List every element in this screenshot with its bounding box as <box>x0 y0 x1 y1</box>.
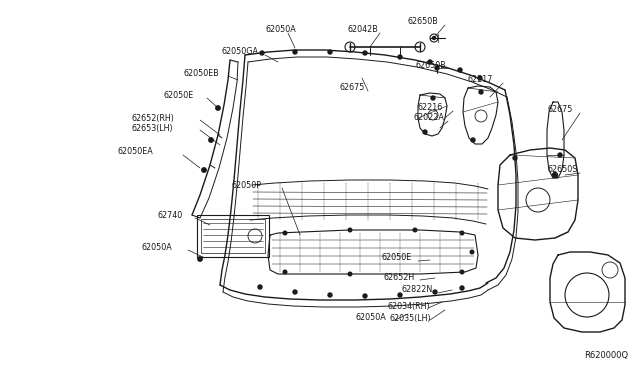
Text: 62652(RH): 62652(RH) <box>132 113 175 122</box>
Circle shape <box>209 138 213 142</box>
Circle shape <box>216 106 220 110</box>
Text: 62050P: 62050P <box>232 180 262 189</box>
Text: 62050EB: 62050EB <box>183 68 219 77</box>
Circle shape <box>552 173 557 177</box>
Circle shape <box>433 36 435 39</box>
Text: 62035(LH): 62035(LH) <box>390 314 431 323</box>
Circle shape <box>283 270 287 274</box>
Text: 62675: 62675 <box>548 106 573 115</box>
Text: 62650B: 62650B <box>415 61 445 70</box>
Circle shape <box>328 293 332 297</box>
Text: 62042B: 62042B <box>348 26 379 35</box>
Text: 62216: 62216 <box>418 103 444 112</box>
Circle shape <box>202 168 206 172</box>
Circle shape <box>293 50 297 54</box>
Text: 62050GA: 62050GA <box>222 48 259 57</box>
Circle shape <box>460 286 464 290</box>
Circle shape <box>435 66 439 70</box>
Text: 62675: 62675 <box>340 83 365 93</box>
Text: 62650B: 62650B <box>408 17 439 26</box>
Text: 62034(RH): 62034(RH) <box>388 301 431 311</box>
Circle shape <box>433 290 437 294</box>
Circle shape <box>460 231 464 235</box>
Text: 62050EA: 62050EA <box>118 148 154 157</box>
Text: 62050E: 62050E <box>163 90 193 99</box>
Circle shape <box>471 138 475 142</box>
Circle shape <box>431 96 435 100</box>
Text: 62652H: 62652H <box>384 273 415 282</box>
Text: 62050E: 62050E <box>382 253 412 263</box>
Circle shape <box>293 290 297 294</box>
Circle shape <box>348 272 352 276</box>
Text: 62650S: 62650S <box>548 166 579 174</box>
Circle shape <box>328 50 332 54</box>
Text: 62050A: 62050A <box>355 314 386 323</box>
Circle shape <box>198 257 202 261</box>
Circle shape <box>398 293 402 297</box>
Bar <box>201 219 265 253</box>
Text: 62653(LH): 62653(LH) <box>132 124 173 132</box>
Circle shape <box>478 76 482 80</box>
Circle shape <box>398 55 402 59</box>
Circle shape <box>479 90 483 94</box>
Circle shape <box>428 60 432 64</box>
Circle shape <box>363 294 367 298</box>
Circle shape <box>260 51 264 55</box>
Circle shape <box>458 68 462 72</box>
Circle shape <box>413 228 417 232</box>
Circle shape <box>460 270 464 274</box>
Circle shape <box>363 51 367 55</box>
Circle shape <box>283 231 287 235</box>
Circle shape <box>513 156 517 160</box>
Circle shape <box>423 130 427 134</box>
Text: 62822N: 62822N <box>402 285 433 295</box>
Circle shape <box>558 153 562 157</box>
Text: 62217: 62217 <box>468 76 493 84</box>
Circle shape <box>470 250 474 254</box>
Circle shape <box>258 285 262 289</box>
Text: 62740: 62740 <box>158 211 183 219</box>
Text: 62050A: 62050A <box>265 26 296 35</box>
Text: R620000Q: R620000Q <box>584 351 628 360</box>
Text: 62050A: 62050A <box>142 244 173 253</box>
Circle shape <box>348 228 352 232</box>
Bar <box>197 215 269 257</box>
Text: 62022A: 62022A <box>413 113 444 122</box>
